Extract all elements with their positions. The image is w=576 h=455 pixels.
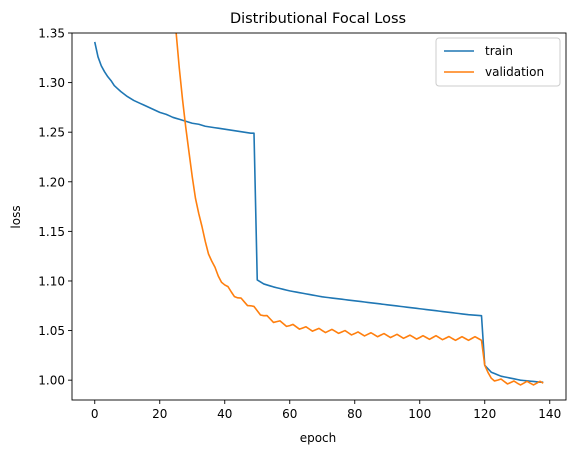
x-tick-label: 20: [152, 407, 167, 421]
legend-box: [435, 37, 561, 87]
y-tick-label: 1.05: [38, 324, 65, 338]
series-line-train: [93, 41, 544, 383]
x-tick-label: 140: [538, 407, 561, 421]
legend: train validation: [435, 37, 561, 87]
y-tick-label: 1.20: [38, 175, 65, 189]
axes-border: [71, 32, 567, 401]
y-axis-label: loss: [9, 205, 23, 228]
y-tick-label: 1.10: [38, 274, 65, 288]
x-axis-label: epoch: [300, 431, 337, 445]
series-line-validation: [175, 33, 544, 386]
y-tick-label: 1.25: [38, 126, 65, 140]
legend-label-validation: validation: [485, 65, 544, 79]
legend-label-train: train: [485, 44, 513, 58]
x-tick-label: 80: [347, 407, 362, 421]
chart-title: Distributional Focal Loss: [230, 11, 406, 27]
x-tick-label: 100: [408, 407, 431, 421]
x-tick-label: 60: [282, 407, 297, 421]
y-tick-label: 1.35: [38, 27, 65, 41]
y-tick-label: 1.30: [38, 76, 65, 90]
x-tick-label: 40: [217, 407, 232, 421]
y-tick-label: 1.15: [38, 225, 65, 239]
y-tick-label: 1.00: [38, 374, 65, 388]
x-tick-label: 0: [91, 407, 99, 421]
x-tick-label: 120: [473, 407, 496, 421]
axes-frame: [71, 32, 567, 401]
axis-ticks: 0 20 40 60 80 100 120 140 1.00 1.05 1.10 1.15 1.20 1.…: [38, 27, 561, 422]
plot-area: [93, 33, 544, 386]
